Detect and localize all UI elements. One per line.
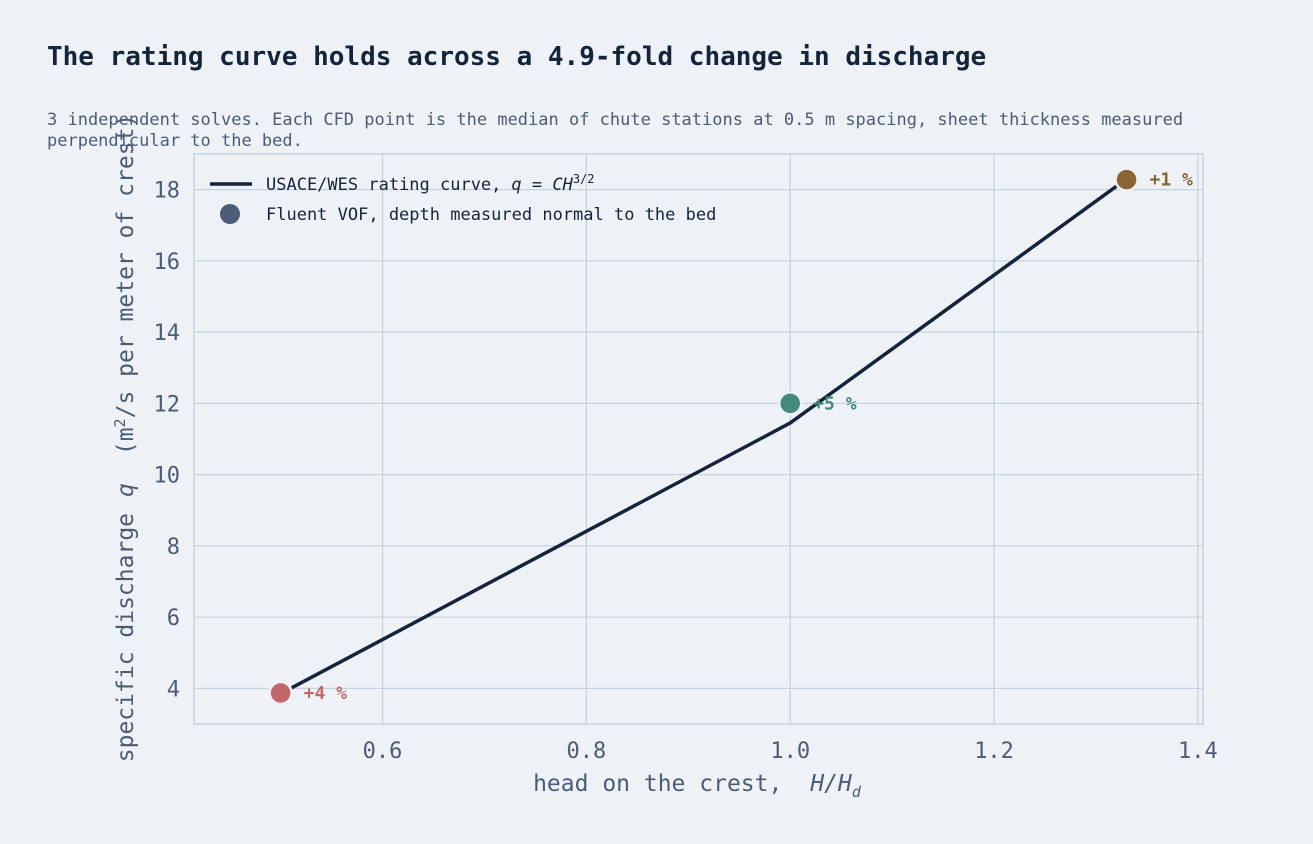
chart-title: The rating curve holds across a 4.9-fold… xyxy=(47,42,987,72)
y-tick-labels: 4 6 8 10 12 14 16 18 xyxy=(154,179,181,703)
cfd-point-label-1: +5 % xyxy=(813,393,857,414)
y-tick-label: 16 xyxy=(154,250,181,275)
legend-label-fluent: Fluent VOF, depth measured normal to the… xyxy=(266,205,716,225)
plot-area xyxy=(194,154,1203,724)
cfd-point-label-0: +4 % xyxy=(304,683,348,704)
x-axis-label: head on the crest, H/Hd xyxy=(533,771,862,801)
y-tick-label: 18 xyxy=(154,179,181,204)
x-tick-labels: 0.6 0.8 1.0 1.2 1.4 xyxy=(363,739,1218,764)
cfd-point-label-2: +1 % xyxy=(1150,170,1194,191)
y-axis-label: specific dischargeq(m2/s per meter of cr… xyxy=(111,114,139,762)
plot-frame xyxy=(193,153,1204,725)
y-tick-label: 10 xyxy=(154,464,181,489)
y-tick-label: 6 xyxy=(167,606,180,631)
x-tick-label: 1.4 xyxy=(1178,739,1218,764)
y-tick-label: 4 xyxy=(167,677,180,702)
rating-curve-line xyxy=(279,177,1128,696)
x-tick-label: 0.8 xyxy=(567,739,607,764)
legend-label-rating-curve: USACE/WES rating curve, q = CH3/2 xyxy=(266,172,595,195)
y-tick-label: 14 xyxy=(154,321,181,346)
y-tick-label: 12 xyxy=(154,392,181,417)
series-layer: +4 % +5 % +1 % xyxy=(268,167,1194,706)
y-tick-label: 8 xyxy=(167,535,180,560)
chart-subtitle: 3 independent solves. Each CFD point is … xyxy=(47,110,1184,151)
legend-marker-swatch xyxy=(220,204,240,224)
x-tick-label: 0.6 xyxy=(363,739,403,764)
legend: USACE/WES rating curve, q = CH3/2 Fluent … xyxy=(210,172,716,225)
cfd-point-1 xyxy=(777,391,803,416)
cfd-point-0 xyxy=(268,680,293,706)
grid xyxy=(194,154,1203,724)
x-tick-label: 1.2 xyxy=(974,739,1014,764)
x-tick-label: 1.0 xyxy=(770,739,810,764)
cfd-point-2 xyxy=(1114,167,1139,192)
